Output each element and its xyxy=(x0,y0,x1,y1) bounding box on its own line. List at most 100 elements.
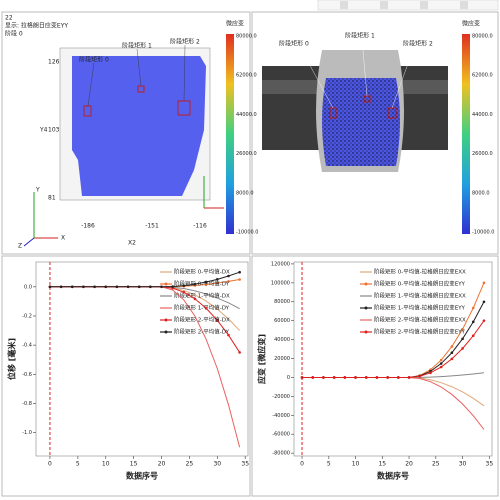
point xyxy=(471,306,475,310)
tool-button[interactable] xyxy=(420,1,428,9)
point xyxy=(227,333,230,337)
point xyxy=(439,365,443,369)
leader xyxy=(361,38,368,97)
y-tick-label: -1.0 xyxy=(22,430,32,436)
x-tick-label: 5 xyxy=(76,461,80,468)
strain-field xyxy=(72,56,206,196)
x-tick-label: 10 xyxy=(352,461,360,468)
legend-marker xyxy=(364,282,368,286)
point xyxy=(126,285,130,289)
stage-label: 阶段 0 xyxy=(5,30,23,38)
point xyxy=(216,319,219,322)
colorbar-tick-label: 44000.0 xyxy=(472,112,493,118)
y-axis-title: 应变 [微应变] xyxy=(257,334,267,384)
leader xyxy=(391,46,415,109)
y-tick-label: -40000 xyxy=(272,413,290,419)
rect-label: 阶段矩形 1 xyxy=(122,42,152,50)
x-tick-label: 0 xyxy=(300,461,304,468)
colorbar-tick-label: 62000.0 xyxy=(472,73,493,79)
legend-marker xyxy=(164,330,168,334)
legend-label: 阶段矩形 0-平均值-DY xyxy=(174,280,230,288)
tool-button[interactable] xyxy=(340,1,348,9)
point xyxy=(482,281,486,285)
colorbar-tick-label: -10000.0 xyxy=(472,230,494,236)
point xyxy=(238,278,241,281)
contour-panel: 22 显示: 拉格朗日应变EYY 阶段 0 阶段矩形 0 阶段矩形 1 阶段矩形… xyxy=(5,15,258,250)
frame-number: 22 xyxy=(5,15,13,22)
y-tick-label: 103 xyxy=(48,127,60,134)
x-tick-label: 25 xyxy=(186,461,194,468)
point xyxy=(227,274,230,278)
leader xyxy=(183,44,186,102)
legend-label: 阶段矩形 1-平均值-拉格朗日应变EYY xyxy=(374,304,466,312)
legend-label: 阶段矩形 2-平均值-拉格朗日应变EXX xyxy=(374,316,466,324)
point xyxy=(238,351,241,354)
colorbar-tick-label: 80000.0 xyxy=(236,34,257,40)
plot-area xyxy=(35,261,249,457)
point xyxy=(471,334,475,338)
legend-marker xyxy=(364,330,368,334)
legend-marker xyxy=(364,306,368,310)
strain-field xyxy=(322,78,400,166)
point xyxy=(343,376,347,379)
point xyxy=(322,376,325,379)
display-label: 显示: 拉格朗日应变EYY xyxy=(5,22,68,30)
point xyxy=(104,285,108,289)
point xyxy=(461,347,464,350)
point xyxy=(204,306,208,310)
x-tick-label: 35 xyxy=(486,461,494,468)
tool-button[interactable] xyxy=(460,1,468,9)
y-tick-label: -20000 xyxy=(272,394,290,400)
colorbar-tick-label: 26000.0 xyxy=(472,151,493,157)
panel-borders xyxy=(1,11,499,497)
point xyxy=(59,285,63,289)
y-tick-label: 100000 xyxy=(271,280,290,286)
point xyxy=(227,280,230,283)
legend-label: 阶段矩形 1-平均值-DY xyxy=(174,304,230,312)
point xyxy=(471,320,475,324)
y-tick-label: 126 xyxy=(48,59,60,66)
y-tick-label: 40000 xyxy=(274,337,290,343)
point xyxy=(48,285,52,289)
point xyxy=(182,290,186,294)
point xyxy=(482,319,486,322)
colorbar xyxy=(226,34,234,234)
triad-label: Z xyxy=(18,243,22,250)
leader xyxy=(299,46,334,109)
x-tick-label: 20 xyxy=(158,461,166,468)
legend-marker xyxy=(164,318,168,322)
point xyxy=(193,297,197,301)
point xyxy=(82,285,85,289)
series-line xyxy=(302,320,485,378)
x-tick-label: 30 xyxy=(459,461,467,468)
point xyxy=(397,376,400,379)
y-tick-label: -0.6 xyxy=(22,372,32,378)
rect-label: 阶段矩形 2 xyxy=(170,38,200,46)
colorbar xyxy=(462,34,470,234)
toolbar xyxy=(317,0,499,11)
x-tick-label: -151 xyxy=(145,223,159,230)
toolbar-bar xyxy=(317,0,499,11)
point xyxy=(193,282,197,286)
legend-label: 阶段矩形 1-平均值-拉格朗日应变EXX xyxy=(374,292,466,300)
point xyxy=(160,285,163,289)
point xyxy=(137,285,141,289)
triad-axis xyxy=(23,237,35,247)
point xyxy=(204,280,208,284)
x-tick-label: -116 xyxy=(193,223,207,230)
legend-label: 阶段矩形 1-平均值-DX xyxy=(174,292,230,300)
colorbar-tick-label: 8000.0 xyxy=(236,190,254,196)
colorbar-tick-label: 80000.0 xyxy=(472,34,493,40)
y-tick-label: 60000 xyxy=(274,318,290,324)
tool-button[interactable] xyxy=(380,1,388,9)
point xyxy=(216,281,219,285)
point xyxy=(311,376,315,379)
point xyxy=(238,270,241,274)
point xyxy=(216,278,219,281)
point xyxy=(204,283,208,286)
point xyxy=(386,376,389,379)
point xyxy=(450,357,454,361)
x-tick-label: 20 xyxy=(405,461,413,468)
